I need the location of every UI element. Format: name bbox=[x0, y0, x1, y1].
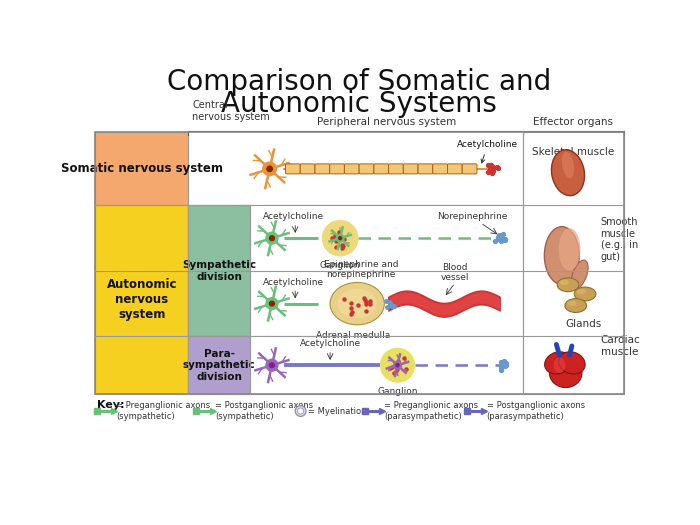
FancyBboxPatch shape bbox=[433, 164, 447, 174]
Circle shape bbox=[336, 234, 344, 242]
Circle shape bbox=[270, 363, 274, 368]
Circle shape bbox=[266, 298, 278, 310]
FancyBboxPatch shape bbox=[251, 337, 523, 394]
Text: Epinephrine and
norepinephrine: Epinephrine and norepinephrine bbox=[324, 259, 398, 279]
Text: = Preganglionic axons
(parasympathetic): = Preganglionic axons (parasympathetic) bbox=[384, 401, 479, 421]
FancyBboxPatch shape bbox=[447, 164, 462, 174]
Text: Acetylcholine: Acetylcholine bbox=[263, 212, 324, 221]
Ellipse shape bbox=[559, 280, 569, 285]
Ellipse shape bbox=[559, 352, 585, 374]
FancyBboxPatch shape bbox=[418, 164, 433, 174]
FancyBboxPatch shape bbox=[95, 205, 188, 394]
Circle shape bbox=[298, 408, 304, 414]
Text: Smooth
muscle
(e.g., in
gut): Smooth muscle (e.g., in gut) bbox=[601, 217, 638, 262]
Ellipse shape bbox=[552, 150, 584, 196]
FancyBboxPatch shape bbox=[188, 337, 251, 394]
Text: = Myelination: = Myelination bbox=[307, 406, 366, 416]
Text: Norepinephrine: Norepinephrine bbox=[438, 212, 508, 221]
Ellipse shape bbox=[557, 278, 579, 292]
FancyBboxPatch shape bbox=[315, 164, 330, 174]
Text: Sympathetic
division: Sympathetic division bbox=[182, 260, 256, 282]
Ellipse shape bbox=[571, 260, 588, 289]
FancyBboxPatch shape bbox=[188, 132, 523, 205]
Circle shape bbox=[262, 162, 276, 176]
FancyBboxPatch shape bbox=[330, 164, 344, 174]
FancyBboxPatch shape bbox=[523, 132, 624, 394]
Text: Acetylcholine: Acetylcholine bbox=[300, 339, 360, 348]
Circle shape bbox=[270, 301, 274, 306]
Ellipse shape bbox=[554, 358, 566, 373]
Text: Ganglion: Ganglion bbox=[377, 387, 418, 396]
FancyBboxPatch shape bbox=[286, 164, 300, 174]
FancyBboxPatch shape bbox=[462, 164, 477, 174]
Circle shape bbox=[393, 361, 401, 369]
FancyBboxPatch shape bbox=[188, 205, 523, 337]
FancyBboxPatch shape bbox=[374, 164, 388, 174]
Text: Acetylcholine: Acetylcholine bbox=[457, 140, 518, 163]
FancyBboxPatch shape bbox=[95, 132, 188, 205]
Text: Blood
vessel: Blood vessel bbox=[441, 262, 470, 282]
Ellipse shape bbox=[550, 358, 582, 387]
Circle shape bbox=[396, 364, 399, 367]
Ellipse shape bbox=[562, 152, 574, 179]
Text: Glands: Glands bbox=[566, 319, 601, 329]
Text: = Preganglionic axons
(sympathetic): = Preganglionic axons (sympathetic) bbox=[116, 401, 210, 421]
Text: Adrenal medulla: Adrenal medulla bbox=[316, 331, 391, 340]
FancyBboxPatch shape bbox=[389, 164, 403, 174]
Text: Acetylcholine: Acetylcholine bbox=[263, 278, 324, 287]
Ellipse shape bbox=[338, 289, 377, 318]
Circle shape bbox=[266, 232, 278, 244]
Ellipse shape bbox=[330, 282, 384, 325]
Ellipse shape bbox=[577, 289, 586, 295]
FancyBboxPatch shape bbox=[95, 132, 523, 205]
Circle shape bbox=[295, 406, 306, 416]
Circle shape bbox=[381, 348, 414, 382]
Text: Central
nervous system: Central nervous system bbox=[192, 100, 270, 121]
Ellipse shape bbox=[545, 227, 579, 285]
Ellipse shape bbox=[567, 300, 577, 306]
Text: Key:: Key: bbox=[97, 400, 125, 410]
FancyBboxPatch shape bbox=[359, 164, 374, 174]
FancyBboxPatch shape bbox=[403, 164, 418, 174]
FancyBboxPatch shape bbox=[188, 337, 523, 394]
Text: Comparison of Somatic and: Comparison of Somatic and bbox=[167, 68, 551, 97]
Ellipse shape bbox=[574, 287, 596, 301]
Circle shape bbox=[339, 237, 342, 240]
Text: Autonomic Systems: Autonomic Systems bbox=[220, 90, 497, 118]
Text: Skeletal muscle: Skeletal muscle bbox=[532, 148, 615, 158]
Text: Autonomic
nervous
system: Autonomic nervous system bbox=[106, 278, 177, 321]
Ellipse shape bbox=[559, 228, 580, 270]
Text: Ganglion: Ganglion bbox=[320, 261, 360, 270]
Text: Para-
sympathetic
division: Para- sympathetic division bbox=[183, 349, 256, 382]
Text: Cardiac
muscle: Cardiac muscle bbox=[601, 335, 640, 357]
Circle shape bbox=[270, 236, 274, 240]
Text: Effector organs: Effector organs bbox=[533, 117, 613, 127]
FancyBboxPatch shape bbox=[188, 205, 251, 337]
FancyBboxPatch shape bbox=[251, 205, 523, 337]
Ellipse shape bbox=[565, 299, 587, 312]
Text: Peripheral nervous system: Peripheral nervous system bbox=[317, 117, 456, 127]
Circle shape bbox=[267, 166, 272, 172]
Circle shape bbox=[322, 220, 358, 256]
Ellipse shape bbox=[545, 352, 571, 374]
Text: Somatic nervous system: Somatic nervous system bbox=[61, 162, 223, 175]
Circle shape bbox=[266, 359, 278, 371]
Text: = Postganglionic axons
(sympathetic): = Postganglionic axons (sympathetic) bbox=[216, 401, 314, 421]
FancyBboxPatch shape bbox=[344, 164, 359, 174]
Text: = Postganglionic axons
(parasympathetic): = Postganglionic axons (parasympathetic) bbox=[486, 401, 584, 421]
FancyBboxPatch shape bbox=[300, 164, 315, 174]
